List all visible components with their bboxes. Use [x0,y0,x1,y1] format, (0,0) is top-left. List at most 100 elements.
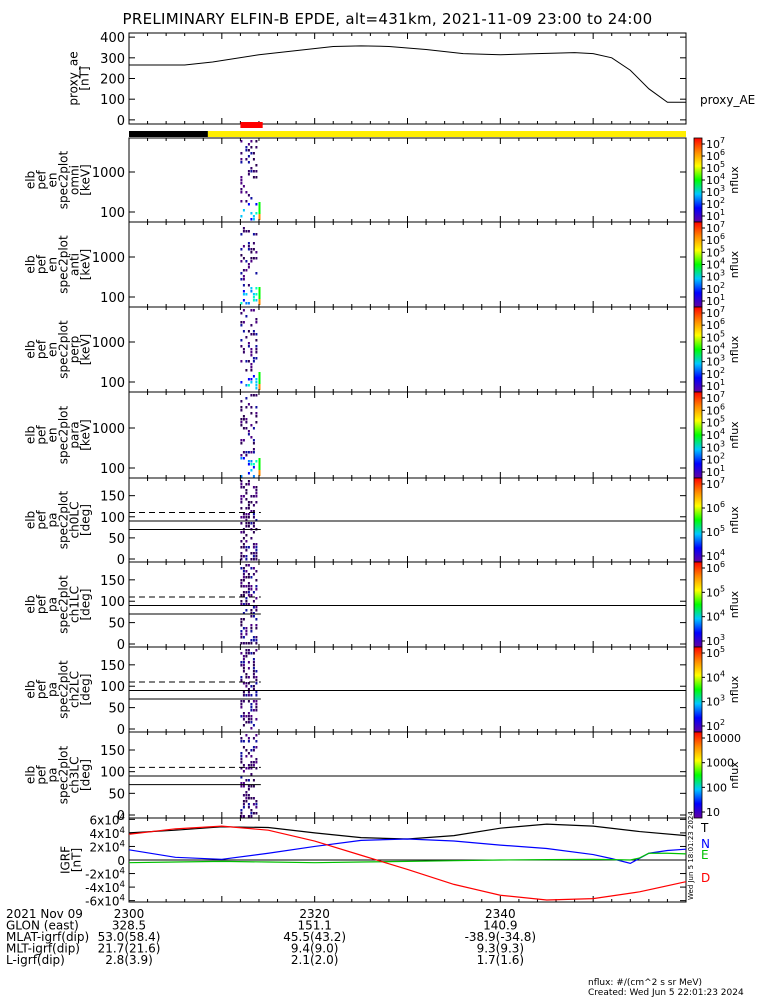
spec3-pixel [258,458,261,476]
spec4-ylabel-5: [deg] [79,504,93,536]
spec5-pixel [245,570,248,573]
igrf-legend-N: N [701,837,710,851]
spec6-ylabel-3: spec2plot [57,660,71,719]
spec6-pixel [240,676,243,679]
spec0-pixel [247,161,250,164]
spec6-pixel [242,691,245,694]
spec7-pixel [245,791,248,794]
spec7-pixel [252,761,255,764]
spec1-pixel [252,299,255,302]
spec2-pixel [242,321,245,324]
spec3-pixel [258,470,261,476]
spec7-pixel [247,767,250,770]
spec6-colorbar-label: 104 [706,669,725,684]
spec4-pixel [255,489,258,492]
spec4-colorbar [693,477,703,563]
spec0-pixel [250,146,253,149]
spec6-pixel [250,721,253,724]
igrf-D-line [128,825,687,901]
spec5-pixel [247,573,250,576]
spec3-pixel [240,421,243,424]
spec3-pixel [247,433,250,436]
spec3-colorbar-label: 104 [706,427,725,442]
spec6-pixel [250,715,253,718]
spec5-pixel [255,597,258,600]
spec4-pixel [245,546,248,549]
spec2-pixel [250,369,253,372]
spec5-pixel [240,585,243,588]
spec7-pixel [255,740,258,743]
spec3-frame [128,391,687,479]
spec3-pixel [252,475,255,478]
spec5-pixel [242,642,245,645]
spec1-pixel [247,248,250,251]
spec3-pixel [250,460,253,463]
spec7-pixel [250,812,253,815]
spec0-pixel [247,194,250,197]
spec5-pixel [250,642,253,645]
spec6-pixel [250,727,253,730]
ephemeris-row-label: 2021 Nov 09 [6,907,83,921]
spec7-pixel [255,800,258,803]
spec0-pixel [255,212,258,215]
spec1-pixel [242,245,245,248]
spec0-ylabel-1: pef [35,170,49,190]
spec5-pixel [247,564,250,567]
spec2-pixel [247,330,250,333]
spec1-pixel [242,269,245,272]
spec6-pixel [245,652,248,655]
spec6-pixel [240,679,243,682]
spec3-ylabel-5: [keV] [79,419,93,450]
spec1-pixel [247,266,250,269]
spec0-pixel [245,149,248,152]
igrf-ytick-label: -2x104 [85,867,125,882]
spec6-pixel [245,676,248,679]
spec2-pixel [250,351,253,354]
spec2-pixel [245,384,248,387]
spec6-ytick-label: 0 [117,723,125,738]
spec6-pixel [255,670,258,673]
spec6-pixel [252,670,255,673]
spec6-pixel [245,682,248,685]
spec1-ylabel-5: [keV] [79,249,93,280]
spec4-pixel [240,486,243,489]
spec4-pixel [240,522,243,525]
spec6-ytick-label: 100 [100,680,125,695]
spec6-pixel [252,709,255,712]
spec1-ytick-label: 1000 [92,251,125,266]
spec2-pixel [250,333,253,336]
spec1-pixel [240,272,243,275]
proxy-ae-legend: proxy_AE [700,93,755,107]
spec5-pixel [250,624,253,627]
spec0-pixel [240,200,243,203]
spec2-pixel [250,354,253,357]
spec5-ylabel-2: pa [46,597,60,612]
spec5-pixel [240,603,243,606]
spec6-pixel [247,712,250,715]
spec0-ylabel-5: [keV] [79,164,93,195]
spec6-colorbar-title: nflux [728,675,741,703]
spec3-pixel [250,412,253,415]
spec5-pixel [242,576,245,579]
spec3-pixel [252,442,255,445]
spec0-pixel [247,170,250,173]
spec5-pixel [240,642,243,645]
spec4-pixel [252,555,255,558]
spec1-ylabel-2: en [46,257,60,272]
spec3-colorbar-label: 101 [706,464,725,479]
spec6-pixel [252,724,255,727]
spec4-ylabel-2: pa [46,513,60,528]
proxy-ae-line [129,45,686,103]
spec5-ylabel-3: spec2plot [57,575,71,634]
spec2-pixel [255,378,258,381]
spec1-pixel [242,278,245,281]
spec6-pixel [245,685,248,688]
spec6-pixel [247,676,250,679]
spec0-pixel [250,140,253,143]
spec4-pixel [255,519,258,522]
igrf-ytick-label: 0 [117,854,125,868]
spec7-pixel [245,755,248,758]
spec1-ylabel-1: pef [35,254,49,274]
spec2-ylabel-3: spec2plot [57,320,71,379]
spec4-pixel [252,513,255,516]
